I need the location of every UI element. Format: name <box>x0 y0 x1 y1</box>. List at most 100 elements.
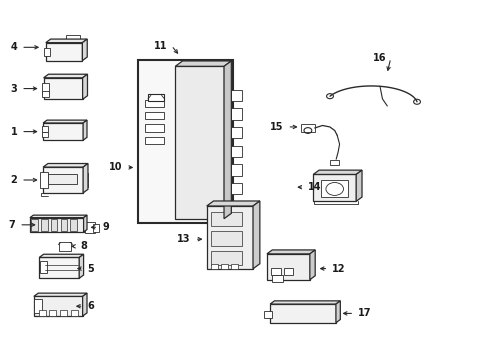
Bar <box>330 160 338 166</box>
Polygon shape <box>39 254 83 257</box>
Polygon shape <box>269 304 335 323</box>
Bar <box>231 127 242 138</box>
Bar <box>40 172 47 188</box>
Polygon shape <box>43 167 83 193</box>
Bar <box>211 231 241 246</box>
Polygon shape <box>39 257 79 278</box>
Polygon shape <box>175 66 224 219</box>
Bar <box>271 268 281 275</box>
Bar <box>211 251 241 265</box>
Text: 12: 12 <box>331 264 345 274</box>
Text: 16: 16 <box>373 53 386 63</box>
Bar <box>41 126 47 132</box>
Bar <box>145 137 163 144</box>
Polygon shape <box>83 120 87 140</box>
Bar <box>231 183 242 194</box>
Bar <box>61 219 67 231</box>
Polygon shape <box>79 254 83 278</box>
Text: 8: 8 <box>80 241 87 251</box>
Bar <box>49 310 56 316</box>
Bar <box>31 219 38 231</box>
Bar <box>231 145 242 157</box>
Polygon shape <box>43 120 87 123</box>
Bar <box>34 300 41 313</box>
Polygon shape <box>175 61 231 66</box>
Polygon shape <box>313 175 355 201</box>
Bar <box>65 35 80 41</box>
Bar <box>145 100 163 107</box>
Bar <box>85 222 95 233</box>
Bar <box>221 264 227 269</box>
Polygon shape <box>82 74 87 99</box>
Polygon shape <box>30 215 87 218</box>
Polygon shape <box>43 123 83 140</box>
Bar <box>231 202 242 213</box>
Bar <box>272 275 283 282</box>
Text: 3: 3 <box>11 84 17 94</box>
Bar <box>43 48 50 55</box>
Polygon shape <box>355 170 361 201</box>
Bar <box>60 310 67 316</box>
Text: 7: 7 <box>9 220 15 230</box>
Text: 11: 11 <box>154 41 167 50</box>
Bar <box>211 264 218 269</box>
Bar <box>264 311 271 318</box>
Bar <box>41 132 47 137</box>
Bar <box>148 94 163 102</box>
Text: 4: 4 <box>11 42 17 52</box>
Bar <box>145 125 163 132</box>
Polygon shape <box>206 206 252 269</box>
Polygon shape <box>206 201 259 206</box>
Bar <box>231 90 242 101</box>
Polygon shape <box>83 163 88 193</box>
Bar <box>41 219 47 231</box>
Bar <box>70 219 77 231</box>
Polygon shape <box>46 42 82 60</box>
Bar <box>59 242 71 251</box>
Polygon shape <box>83 215 87 232</box>
Text: 6: 6 <box>87 301 94 311</box>
Polygon shape <box>82 293 87 316</box>
Bar <box>83 178 88 182</box>
Polygon shape <box>34 293 87 296</box>
Text: 13: 13 <box>177 234 190 244</box>
Polygon shape <box>269 301 340 304</box>
Bar <box>83 183 88 187</box>
Bar <box>71 310 78 316</box>
Polygon shape <box>266 254 309 280</box>
Bar <box>39 310 45 316</box>
Bar <box>138 60 233 223</box>
Bar <box>51 219 57 231</box>
Bar <box>231 108 242 120</box>
Bar <box>93 225 99 232</box>
Polygon shape <box>252 201 259 269</box>
Polygon shape <box>34 296 82 316</box>
Text: 10: 10 <box>109 162 122 172</box>
Polygon shape <box>43 78 82 99</box>
Text: 1: 1 <box>11 127 17 136</box>
Bar <box>301 124 314 132</box>
Polygon shape <box>313 170 361 175</box>
Text: 17: 17 <box>357 309 371 318</box>
Polygon shape <box>82 39 87 60</box>
Bar <box>42 91 49 97</box>
Bar <box>40 261 47 273</box>
Polygon shape <box>309 250 315 280</box>
Bar <box>321 180 347 197</box>
Bar <box>211 212 241 226</box>
Bar <box>41 83 49 94</box>
Text: 2: 2 <box>11 175 17 185</box>
Polygon shape <box>30 218 83 232</box>
Text: 5: 5 <box>87 264 94 274</box>
Polygon shape <box>43 163 88 167</box>
Polygon shape <box>335 301 340 323</box>
Polygon shape <box>224 61 231 219</box>
Text: 14: 14 <box>307 182 321 192</box>
Bar <box>230 264 237 269</box>
Bar <box>83 173 88 177</box>
Text: 15: 15 <box>269 122 283 132</box>
Polygon shape <box>266 250 315 254</box>
Bar <box>231 164 242 176</box>
Polygon shape <box>46 39 87 42</box>
Bar <box>283 268 293 275</box>
